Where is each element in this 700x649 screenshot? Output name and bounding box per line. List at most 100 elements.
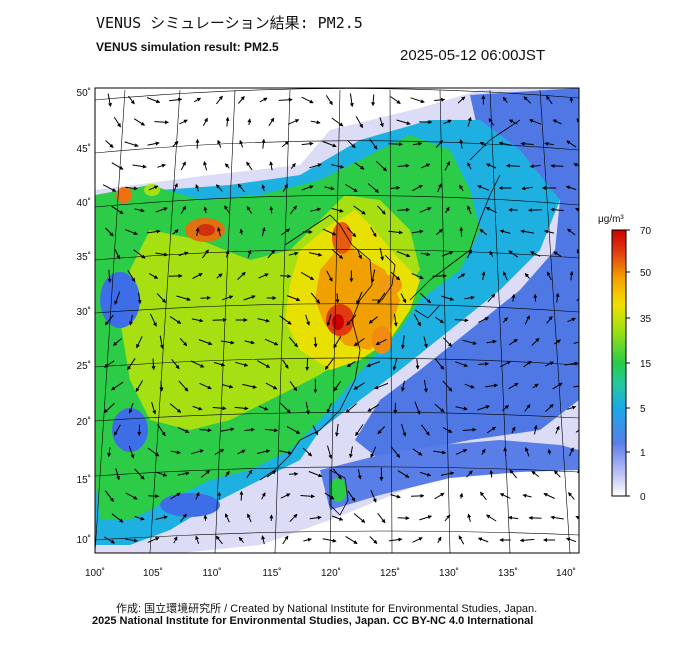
wind-arrow — [523, 96, 532, 104]
wind-arrow — [547, 448, 552, 455]
wind-arrow — [331, 117, 344, 127]
wind-arrow — [573, 163, 579, 167]
wind-arrow — [179, 119, 188, 125]
wind-arrow — [377, 512, 386, 524]
wind-arrow — [136, 336, 143, 349]
wind-arrow — [114, 248, 121, 260]
wind-arrow — [305, 401, 310, 415]
wind-arrow — [257, 318, 270, 323]
wind-arrow — [435, 140, 444, 148]
wind-arrow — [553, 251, 562, 257]
wind-arrow — [467, 513, 472, 522]
wind-arrow — [177, 471, 190, 476]
wind-arrow — [137, 292, 142, 305]
wind-arrow — [290, 162, 296, 169]
wind-arrow — [195, 227, 200, 237]
lon-label-120: 120˚ — [321, 567, 341, 579]
hotspot-east — [372, 326, 392, 354]
wind-arrow — [519, 538, 535, 543]
wind-arrow — [134, 468, 145, 480]
wind-arrow — [367, 183, 380, 193]
wind-arrow — [324, 492, 335, 500]
wind-arrow — [287, 119, 300, 125]
wind-arrow — [529, 164, 541, 169]
wind-arrow — [566, 405, 577, 410]
wind-arrow — [156, 293, 167, 303]
wind-arrow — [322, 538, 337, 543]
wind-arrow — [345, 403, 358, 413]
wind-arrow — [576, 294, 579, 302]
wind-arrow — [415, 359, 420, 370]
wind-arrow — [369, 138, 378, 150]
wind-arrow — [332, 468, 342, 480]
wind-arrow — [195, 184, 200, 192]
wind-arrow — [437, 536, 442, 544]
wind-arrow — [573, 341, 579, 344]
wind-arrow — [111, 381, 124, 391]
wind-arrow — [435, 228, 444, 236]
wind-arrow — [377, 205, 386, 215]
wind-arrow — [111, 162, 124, 170]
wind-arrow — [499, 229, 511, 234]
wind-arrow — [546, 95, 553, 105]
wind-arrow — [353, 382, 365, 390]
wind-arrow — [467, 162, 472, 170]
wind-arrow — [569, 271, 574, 281]
wind-arrow — [478, 361, 489, 366]
wind-arrow — [180, 161, 186, 171]
wind-arrow — [310, 292, 320, 304]
wind-arrow — [107, 269, 112, 283]
wind-arrow — [180, 513, 187, 523]
hotspot-central-core — [332, 314, 344, 330]
lat-label-30: 30˚ — [77, 306, 91, 318]
wind-arrow — [391, 185, 401, 190]
wind-arrow — [244, 427, 256, 432]
wind-arrow — [224, 205, 231, 215]
wind-arrow — [413, 313, 421, 327]
wind-arrow — [565, 185, 577, 191]
wind-arrow — [105, 227, 114, 237]
lon-label-140: 140˚ — [556, 567, 576, 579]
wind-arrow — [133, 118, 146, 126]
wind-arrow — [225, 249, 230, 258]
wind-arrow — [170, 492, 181, 500]
wind-arrow — [114, 291, 121, 305]
wind-arrow — [370, 446, 377, 458]
wind-arrow — [171, 358, 180, 370]
wind-arrow — [423, 336, 428, 349]
wind-arrow — [326, 270, 333, 282]
lat-label-50: 50˚ — [77, 87, 91, 99]
wind-arrow — [169, 316, 182, 324]
wind-arrow — [301, 96, 314, 104]
wind-arrow — [103, 536, 116, 544]
longitude-labels: 100˚ 105˚ 110˚ 115˚ 120˚ 125˚ 130˚ 135˚ … — [85, 567, 576, 579]
wind-arrow — [353, 337, 365, 347]
wind-arrow — [322, 141, 337, 148]
lon-label-135: 135˚ — [498, 567, 518, 579]
wind-arrow — [237, 183, 245, 193]
wind-arrow — [441, 251, 454, 257]
wind-arrow — [397, 470, 410, 478]
wind-arrow — [157, 424, 166, 437]
wind-arrow — [477, 405, 490, 411]
wind-arrow — [220, 340, 235, 345]
wind-arrow — [487, 293, 496, 303]
wind-arrow — [434, 492, 445, 500]
wind-arrow — [412, 184, 423, 192]
wind-arrow — [486, 514, 497, 522]
wind-arrow — [457, 96, 466, 104]
wind-arrow — [192, 273, 203, 279]
wind-arrow — [244, 340, 255, 345]
colorbar-tick-0: 0 — [640, 492, 646, 503]
wind-arrow — [566, 140, 577, 148]
wind-arrow — [261, 138, 266, 149]
wind-arrow — [331, 515, 344, 521]
wind-arrow — [173, 536, 178, 544]
wind-arrow — [411, 272, 424, 280]
wind-arrow — [104, 490, 114, 502]
wind-arrow — [224, 163, 230, 169]
wind-arrow — [442, 380, 453, 392]
wind-arrow — [520, 141, 534, 146]
wind-arrow — [154, 120, 169, 125]
wind-arrow — [370, 489, 377, 503]
